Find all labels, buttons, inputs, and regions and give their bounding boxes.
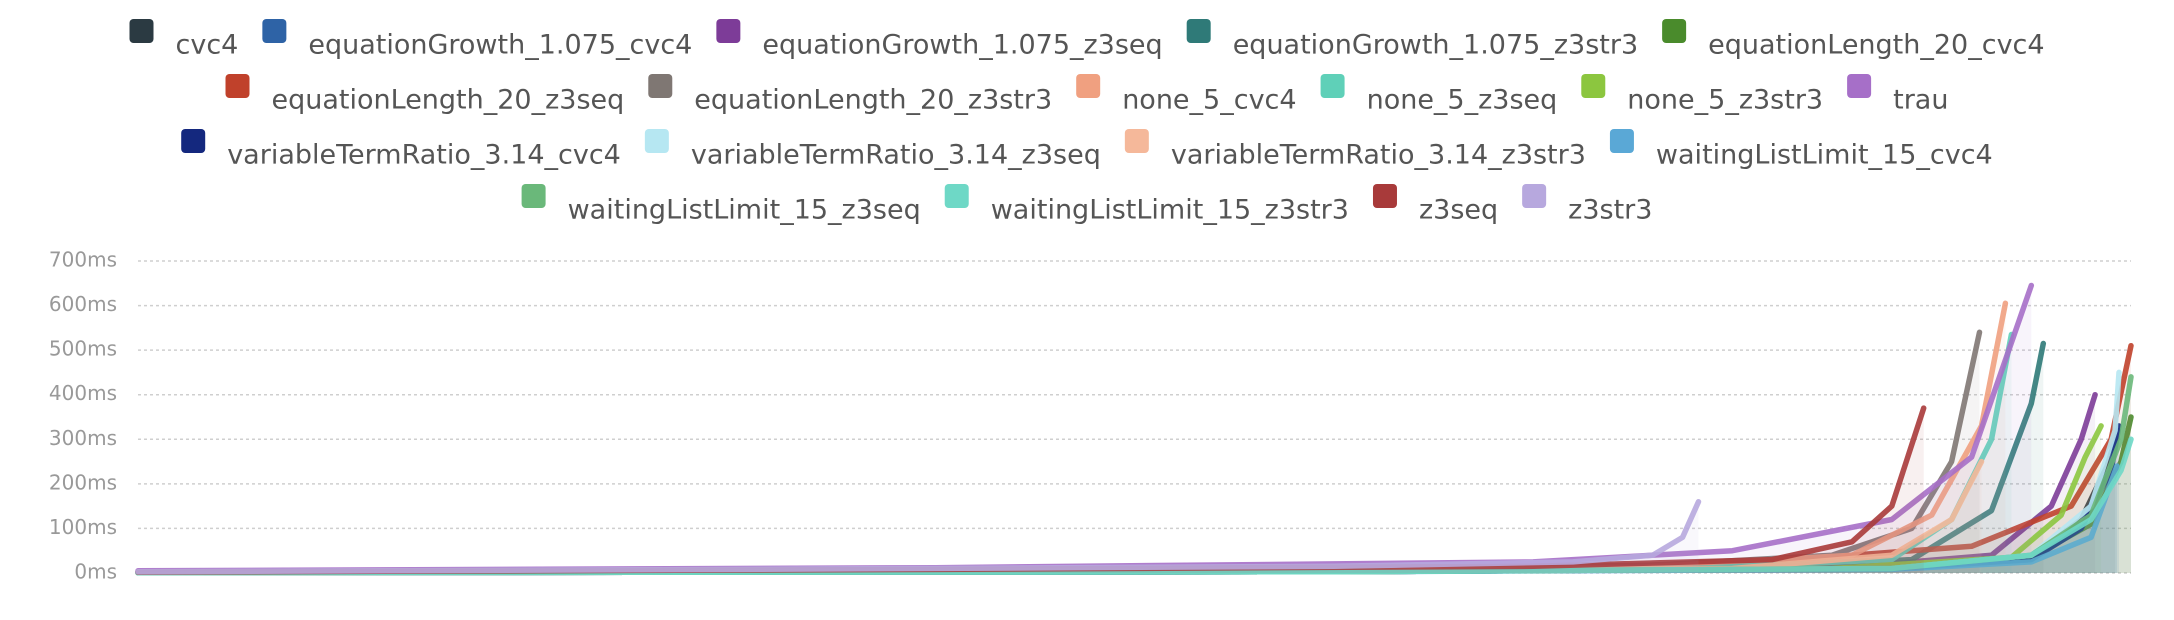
y-tick-label: 500ms — [49, 337, 117, 361]
legend-label: none_5_z3str3 — [1627, 85, 1823, 116]
legend-label: equationLength_20_z3seq — [272, 85, 625, 116]
legend-label: equationGrowth_1.075_cvc4 — [308, 30, 692, 61]
series-area — [138, 303, 2006, 573]
legend-swatch — [129, 19, 154, 43]
legend-swatch — [648, 74, 673, 98]
legend-swatch — [1372, 184, 1397, 208]
legend-swatch — [944, 184, 969, 208]
legend-swatch — [1124, 129, 1149, 153]
series-line — [135, 329, 1983, 575]
legend-label: z3seq — [1419, 195, 1498, 226]
legend-label: none_5_cvc4 — [1122, 85, 1296, 116]
legend-row: equationLength_20_z3seq equationLength_20… — [225, 74, 1948, 116]
series-area — [138, 334, 2012, 573]
series-line — [135, 405, 1927, 575]
legend-label: cvc4 — [176, 30, 239, 61]
legend-row: variableTermRatio_3.14_cvc4 variableTermR… — [181, 129, 1993, 171]
y-tick-label: 600ms — [49, 292, 117, 316]
series-line — [135, 498, 1702, 575]
legend-swatch — [1662, 19, 1687, 43]
legend-label: none_5_z3seq — [1367, 85, 1558, 116]
series-line — [135, 331, 2015, 576]
series-area — [138, 285, 2032, 573]
legend-swatch — [1609, 129, 1634, 153]
y-tick-label: 0ms — [74, 560, 117, 584]
y-tick-label: 100ms — [49, 515, 117, 539]
legend-label: equationLength_20_z3str3 — [694, 85, 1052, 116]
legend-swatch — [1581, 74, 1606, 98]
legend-swatch — [225, 74, 250, 98]
series-area — [138, 408, 1924, 573]
legend-swatch — [521, 184, 546, 208]
series-line — [135, 300, 2009, 575]
legend-swatch — [1186, 19, 1211, 43]
legend-row: waitingListLimit_15_z3seq waitingListLimi… — [521, 184, 1652, 226]
legend-swatch — [716, 19, 741, 43]
y-tick-label: 300ms — [49, 426, 117, 450]
y-tick-label: 400ms — [49, 381, 117, 405]
legend-label: waitingListLimit_15_z3seq — [568, 195, 921, 226]
legend-label: variableTermRatio_3.14_z3seq — [691, 140, 1101, 171]
legend-label: equationLength_20_cvc4 — [1708, 30, 2044, 61]
legend-label: equationGrowth_1.075_z3str3 — [1233, 30, 1638, 61]
legend-label: equationGrowth_1.075_z3seq — [762, 30, 1162, 61]
legend-label: variableTermRatio_3.14_z3str3 — [1171, 140, 1586, 171]
y-tick-label: 200ms — [49, 470, 117, 494]
legend-label: waitingListLimit_15_cvc4 — [1656, 140, 1993, 171]
legend-label: variableTermRatio_3.14_cvc4 — [227, 140, 621, 171]
series-line — [135, 436, 2134, 576]
legend-label: trau — [1893, 85, 1948, 116]
legend-swatch — [644, 129, 669, 153]
series-line — [135, 340, 2047, 576]
legend-swatch — [1522, 184, 1547, 208]
legend-label: waitingListLimit_15_z3str3 — [991, 195, 1349, 226]
series-area — [138, 343, 2044, 573]
series-area — [138, 501, 1699, 573]
series-area — [138, 332, 1980, 573]
legend-swatch — [181, 129, 206, 153]
legend-label: z3str3 — [1568, 195, 1652, 226]
legend-swatch — [1847, 74, 1872, 98]
y-tick-label: 700ms — [49, 248, 117, 272]
legend-swatch — [1076, 74, 1101, 98]
legend-swatch — [262, 19, 287, 43]
legend-row: cvc4 equationGrowth_1.075_cvc4 equationGro… — [129, 19, 2045, 61]
legend-swatch — [1320, 74, 1345, 98]
